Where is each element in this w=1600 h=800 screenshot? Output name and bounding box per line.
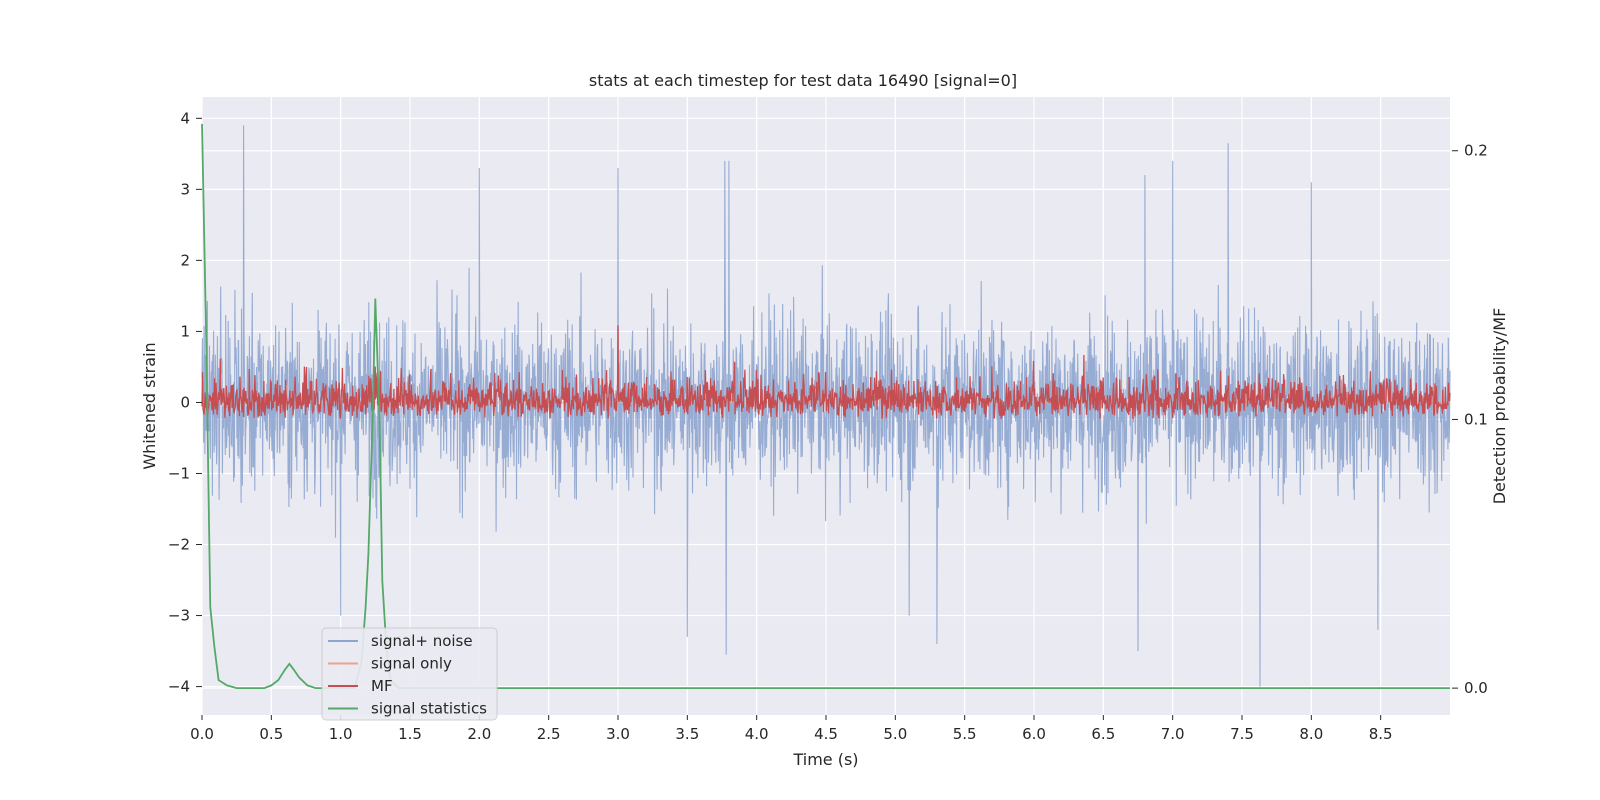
y-tick-label-left: 0 xyxy=(180,393,190,411)
x-tick-label: 1.5 xyxy=(398,725,422,743)
chart-title: stats at each timestep for test data 164… xyxy=(589,71,1017,90)
y-axis-left-label: Whitened strain xyxy=(140,342,159,469)
x-axis-label: Time (s) xyxy=(792,750,858,769)
x-tick-label: 7.0 xyxy=(1161,725,1185,743)
legend: signal+ noise signal only MF signal statist… xyxy=(321,627,498,721)
y-tick-label-left: 1 xyxy=(180,322,190,340)
y-tick-label-left: 3 xyxy=(180,180,190,198)
x-tick-label: 6.0 xyxy=(1022,725,1046,743)
x-tick-label: 3.5 xyxy=(675,725,699,743)
y-tick-label-left: 4 xyxy=(180,109,190,127)
y-tick-label-left: −3 xyxy=(168,607,190,625)
y-tick-label-left: −4 xyxy=(168,678,190,696)
y-axis-right: 0.2 0.1 0.0 xyxy=(1452,142,1488,697)
x-tick-label: 1.0 xyxy=(329,725,353,743)
x-tick-label: 5.5 xyxy=(953,725,977,743)
legend-box xyxy=(321,627,498,721)
y-tick-label-right: 0.2 xyxy=(1464,142,1488,160)
x-tick-label: 4.0 xyxy=(745,725,769,743)
x-tick-label: 6.5 xyxy=(1091,725,1115,743)
y-tick-label-right: 0.0 xyxy=(1464,679,1488,697)
x-tick-label: 0.0 xyxy=(190,725,214,743)
x-tick-label: 8.5 xyxy=(1369,725,1393,743)
x-tick-label: 3.0 xyxy=(606,725,630,743)
legend-label: signal+ noise xyxy=(371,632,473,650)
legend-label: signal statistics xyxy=(371,700,487,718)
x-tick-label: 5.0 xyxy=(883,725,907,743)
x-tick-label: 2.5 xyxy=(537,725,561,743)
x-tick-label: 8.0 xyxy=(1299,725,1323,743)
series-mf xyxy=(201,325,1451,419)
x-tick-label: 2.0 xyxy=(467,725,491,743)
x-tick-label: 4.5 xyxy=(814,725,838,743)
legend-label: MF xyxy=(371,677,393,695)
y-axis-right-label: Detection probability/MF xyxy=(1490,308,1509,505)
y-tick-label-left: 2 xyxy=(180,251,190,269)
x-axis: 0.0 0.5 1.0 1.5 2.0 2.5 3.0 3.5 4.0 4.5 5.0 5.5 6.0 6… xyxy=(190,715,1393,743)
legend-label: signal only xyxy=(371,655,452,673)
y-axis-left: 4 3 2 1 0 −1 −2 −3 −4 xyxy=(168,109,202,696)
x-tick-label: 7.5 xyxy=(1230,725,1254,743)
y-tick-label-left: −2 xyxy=(168,536,190,554)
x-tick-label: 0.5 xyxy=(259,725,283,743)
y-tick-label-left: −1 xyxy=(168,464,190,482)
y-tick-label-right: 0.1 xyxy=(1464,410,1488,428)
